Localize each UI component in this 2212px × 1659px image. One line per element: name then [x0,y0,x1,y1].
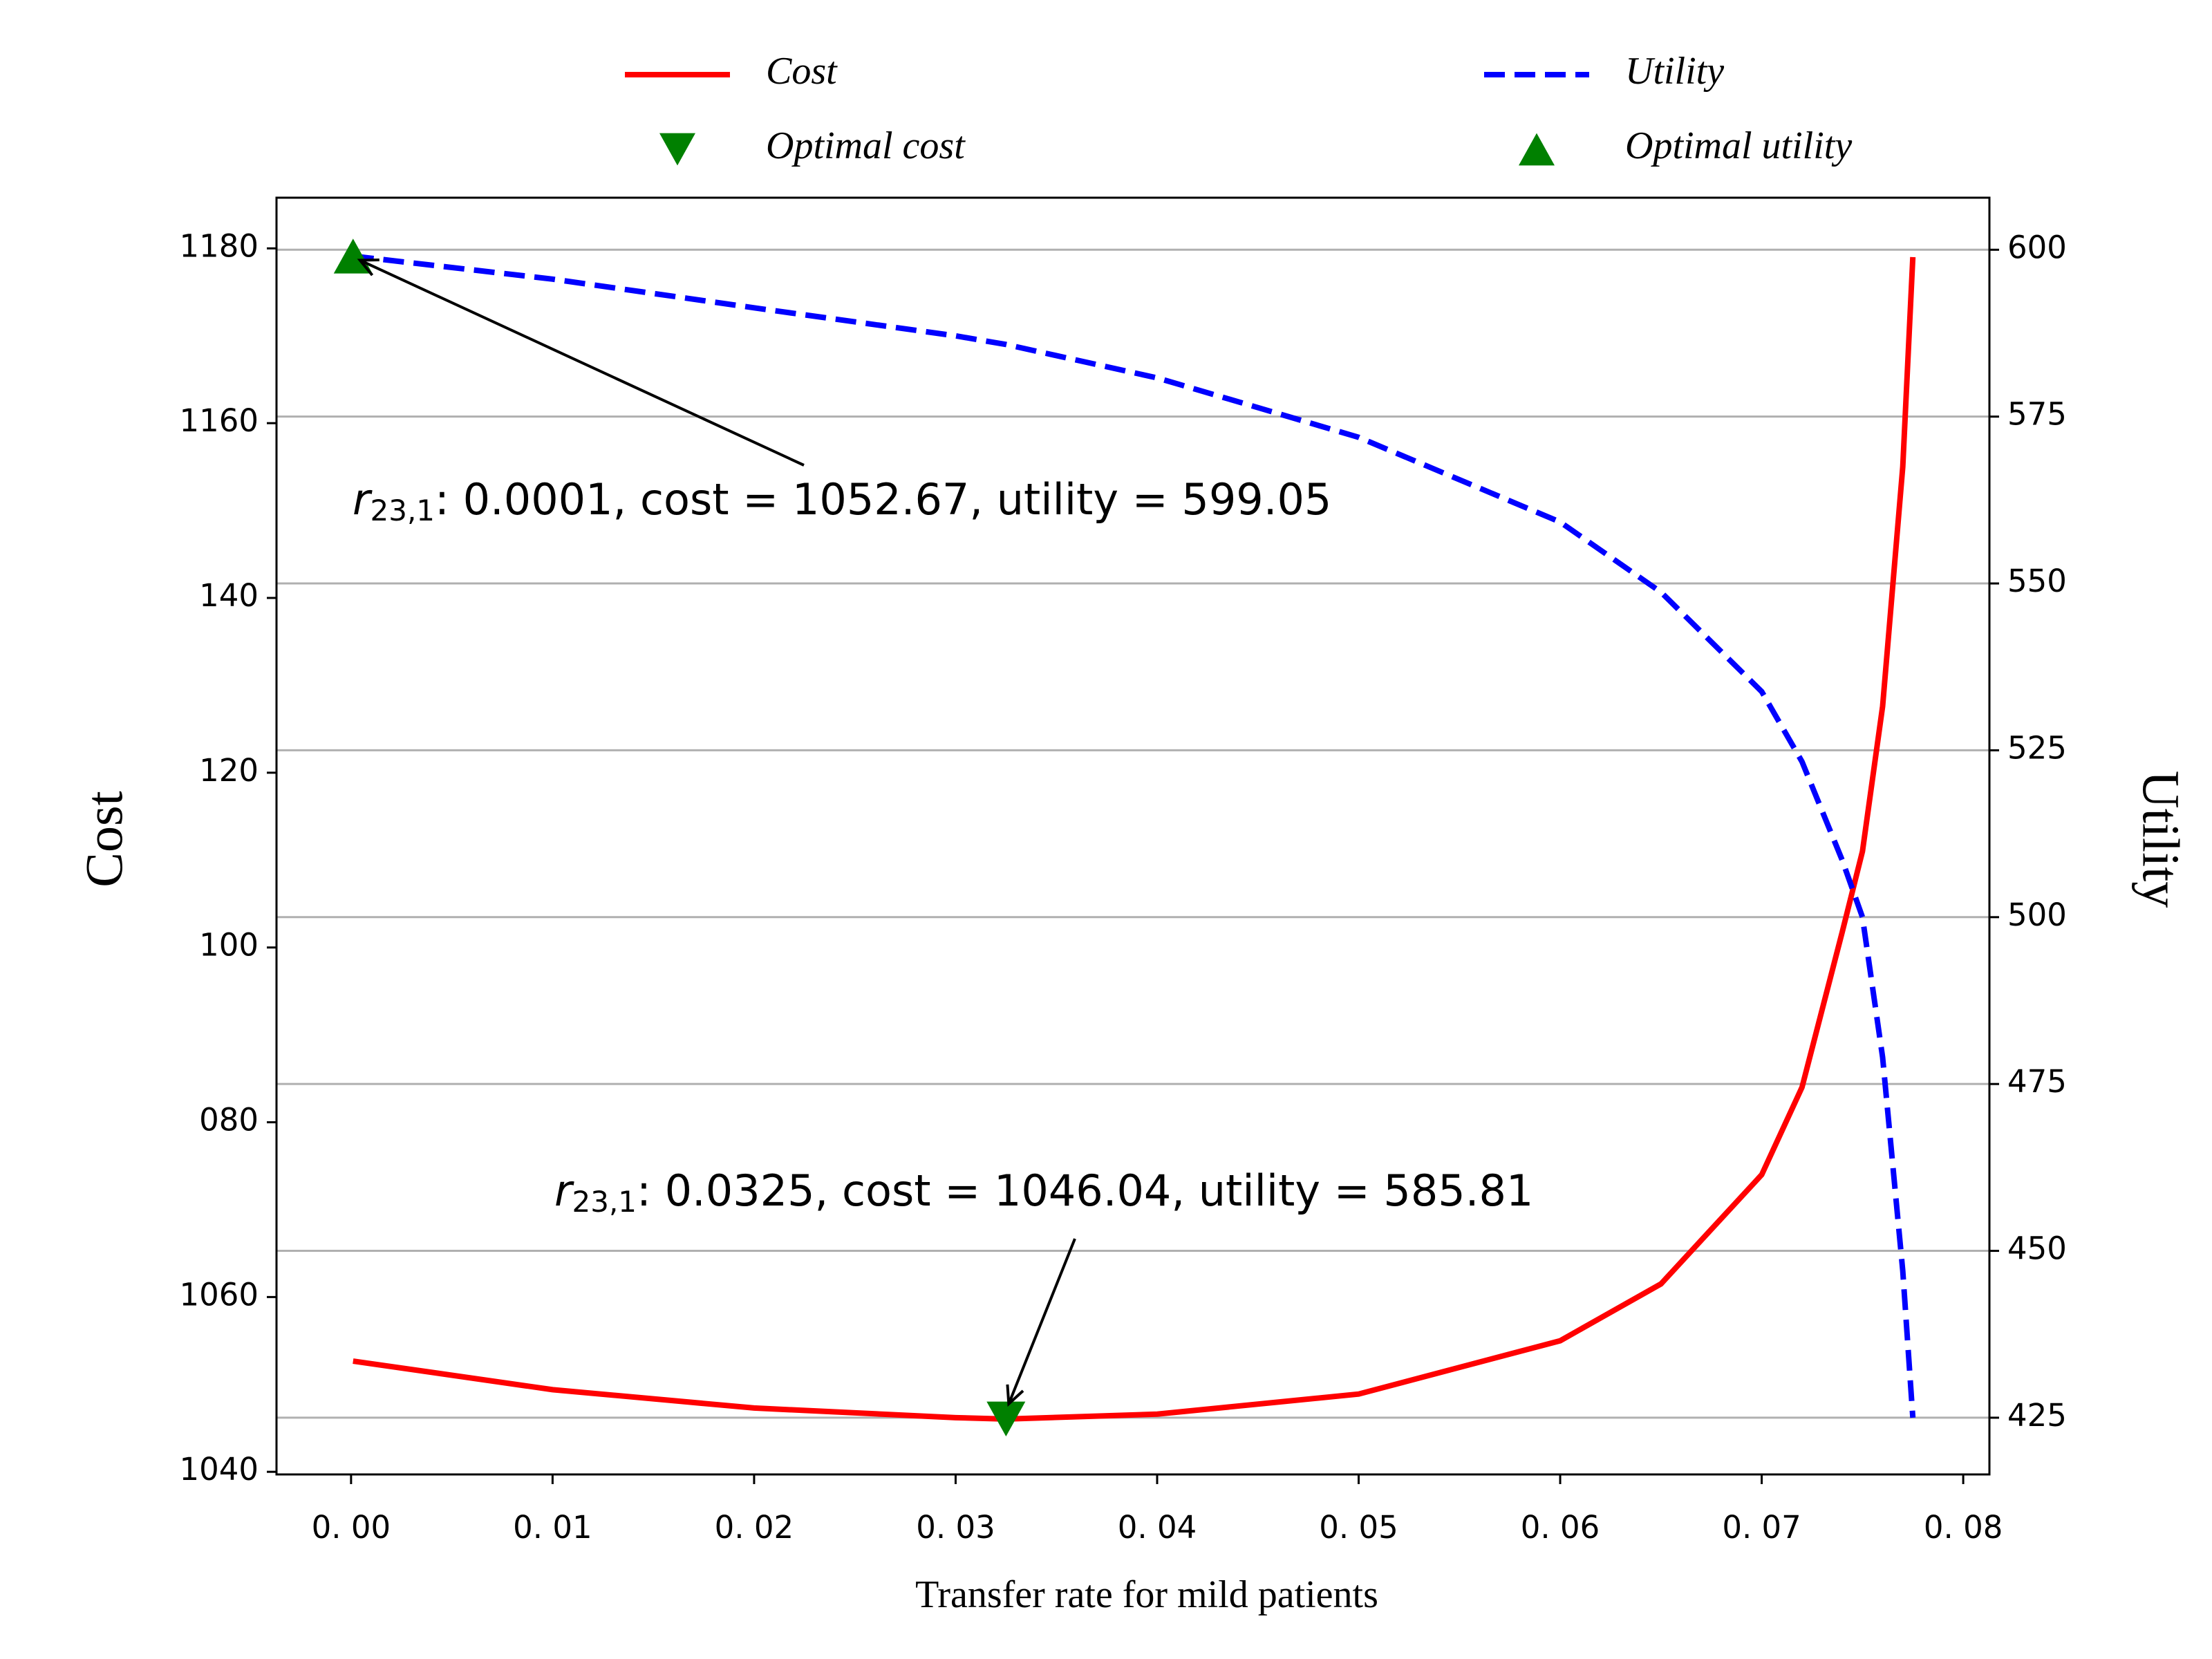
x-tick-label: 0. 07 [1722,1509,1801,1546]
annotation-arrow [1007,1238,1076,1405]
y2-tick-label: 550 [2007,563,2067,599]
annotation-sub: 23,1 [572,1185,637,1219]
y-axis-label: Cost [75,791,133,887]
y2-tick-label: 425 [2007,1397,2067,1434]
annotation-sub: 23,1 [371,494,435,527]
x-tick-label: 0. 04 [1118,1509,1197,1546]
legend-label: Optimal utility [1625,124,1852,167]
y-tick-label: 1040 [179,1451,259,1488]
annotation-var: r [554,1165,574,1216]
series-line [353,253,1916,1418]
plot-frame [275,196,1991,1476]
optimal-marker [986,1401,1026,1437]
annotation-text: : 0.0001, cost = 1052.67, utility = 599.… [435,474,1331,525]
x-tick-label: 0. 03 [916,1509,995,1546]
annotation-arrowhead [1006,1384,1024,1407]
y2-axis-label: Utility [2132,771,2190,908]
x-tick-label: 0. 08 [1924,1509,2003,1546]
annotation: r23,1: 0.0001, cost = 1052.67, utility =… [353,474,1331,527]
y2-tick-label: 500 [2007,897,2067,933]
y-tick-label: 1180 [179,227,259,264]
y-tick-label: 1060 [179,1276,259,1313]
x-tick-label: 0. 01 [513,1509,592,1546]
y2-tick-label: 525 [2007,729,2067,766]
y-tick-label: 120 [199,752,259,789]
x-tick-label: 0. 06 [1521,1509,1600,1546]
y2-tick-label: 575 [2007,396,2067,433]
x-axis-label: Transfer rate for mild patients [915,1573,1378,1616]
y-tick-label: 080 [199,1102,259,1138]
x-tick-label: 0. 05 [1319,1509,1398,1546]
y2-tick-label: 450 [2007,1230,2067,1267]
legend-label: Cost [766,50,838,93]
legend-swatch [1519,133,1555,166]
x-tick-label: 0. 02 [715,1509,794,1546]
legend-swatch [659,133,695,166]
series-line [353,256,1916,1422]
annotation-var: r [353,474,373,525]
annotation: r23,1: 0.0325, cost = 1046.04, utility =… [554,1165,1533,1218]
annotation-arrowhead [357,258,379,276]
legend-label: Utility [1625,50,1724,93]
x-tick-label: 0. 00 [312,1509,391,1546]
annotation-text: : 0.0325, cost = 1046.04, utility = 585.… [637,1165,1533,1216]
y-tick-label: 1160 [179,402,259,439]
y2-tick-label: 475 [2007,1063,2067,1100]
y-tick-label: 140 [199,577,259,614]
legend-label: Optimal cost [766,124,966,167]
y-tick-label: 100 [199,927,259,964]
annotation-arrow [359,259,805,467]
y2-tick-label: 600 [2007,229,2067,265]
